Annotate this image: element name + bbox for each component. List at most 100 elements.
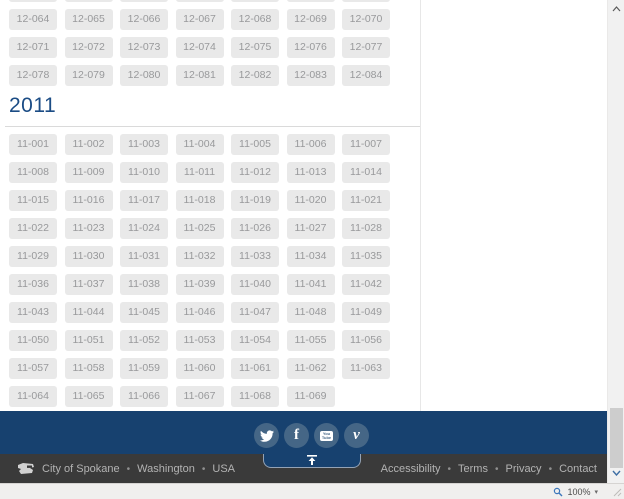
ordinance-button[interactable]: 11-031 [120,246,168,267]
ordinance-button[interactable]: 11-008 [9,162,57,183]
footer-link[interactable]: Accessibility [380,462,441,475]
footer-link[interactable]: Privacy [488,463,542,475]
ordinance-button[interactable]: 11-061 [231,358,279,379]
ordinance-button[interactable]: 11-029 [9,246,57,267]
ordinance-button[interactable]: 11-068 [231,386,279,407]
ordinance-button[interactable]: 11-051 [64,330,113,351]
ordinance-button[interactable]: 11-044 [64,302,113,323]
ordinance-button[interactable]: 11-016 [64,190,113,211]
ordinance-button[interactable]: 11-015 [9,190,57,211]
ordinance-button[interactable]: 11-025 [175,218,224,239]
browser-zoom-control[interactable]: 100% ▾ [553,487,598,497]
ordinance-button-cutoff[interactable] [231,0,279,2]
ordinance-button[interactable]: 11-043 [9,302,57,323]
vimeo-icon[interactable]: v [344,423,369,448]
ordinance-button[interactable]: 12-077 [342,37,390,58]
ordinance-button[interactable]: 12-068 [231,9,279,30]
ordinance-button[interactable]: 12-066 [120,9,168,30]
vertical-scrollbar[interactable] [607,0,624,483]
ordinance-button[interactable]: 11-058 [64,358,113,379]
footer-link[interactable]: Terms [441,463,488,475]
ordinance-button[interactable]: 11-046 [175,302,224,323]
ordinance-button[interactable]: 11-035 [342,246,390,267]
scrollbar-up-arrow[interactable] [608,2,624,16]
ordinance-button[interactable]: 11-009 [64,162,113,183]
ordinance-button[interactable]: 12-067 [175,9,224,30]
ordinance-button[interactable]: 11-037 [64,274,113,295]
back-to-top-button[interactable] [263,454,361,468]
ordinance-button[interactable]: 11-047 [231,302,279,323]
ordinance-button[interactable]: 11-059 [120,358,168,379]
ordinance-button[interactable]: 11-065 [64,386,113,407]
ordinance-button[interactable]: 11-067 [175,386,224,407]
ordinance-button[interactable]: 11-056 [342,330,390,351]
ordinance-button[interactable]: 12-069 [286,9,335,30]
scrollbar-down-arrow[interactable] [608,466,624,480]
ordinance-button[interactable]: 11-038 [120,274,168,295]
ordinance-button[interactable]: 11-042 [342,274,390,295]
ordinance-button-cutoff[interactable] [175,0,224,2]
ordinance-button[interactable]: 11-001 [9,134,57,155]
ordinance-button[interactable]: 11-064 [9,386,57,407]
ordinance-button[interactable]: 11-030 [64,246,113,267]
ordinance-button[interactable]: 11-023 [64,218,113,239]
ordinance-button[interactable]: 12-064 [9,9,57,30]
ordinance-button[interactable]: 11-019 [231,190,279,211]
ordinance-button[interactable]: 11-048 [286,302,335,323]
window-resize-grip[interactable] [613,488,622,497]
twitter-icon[interactable] [254,423,279,448]
ordinance-button[interactable]: 11-069 [286,386,335,407]
footer-link[interactable]: Contact [542,463,597,475]
ordinance-button[interactable]: 11-053 [175,330,224,351]
ordinance-button[interactable]: 11-018 [175,190,224,211]
zoom-dropdown-caret-icon[interactable]: ▾ [594,488,598,496]
ordinance-button[interactable]: 12-065 [64,9,113,30]
ordinance-button[interactable]: 11-060 [175,358,224,379]
ordinance-button[interactable]: 11-066 [120,386,168,407]
ordinance-button[interactable]: 11-055 [286,330,335,351]
ordinance-button[interactable]: 12-079 [64,65,113,86]
ordinance-button[interactable]: 11-007 [342,134,390,155]
ordinance-button[interactable]: 11-021 [342,190,390,211]
ordinance-button[interactable]: 12-071 [9,37,57,58]
ordinance-button[interactable]: 11-013 [286,162,335,183]
ordinance-button[interactable]: 11-014 [342,162,390,183]
ordinance-button-cutoff[interactable] [120,0,168,2]
ordinance-button[interactable]: 11-040 [231,274,279,295]
ordinance-button[interactable]: 12-084 [342,65,390,86]
ordinance-button[interactable]: 11-050 [9,330,57,351]
ordinance-button[interactable]: 12-076 [286,37,335,58]
ordinance-button[interactable]: 12-075 [231,37,279,58]
ordinance-button[interactable]: 11-027 [286,218,335,239]
youtube-icon[interactable]: You Tube [314,423,339,448]
ordinance-button[interactable]: 11-002 [64,134,113,155]
ordinance-button[interactable]: 12-073 [120,37,168,58]
ordinance-button[interactable]: 11-028 [342,218,390,239]
ordinance-button-cutoff[interactable] [342,0,390,2]
ordinance-button[interactable]: 11-062 [286,358,335,379]
ordinance-button[interactable]: 12-080 [120,65,168,86]
ordinance-button[interactable]: 11-010 [120,162,168,183]
ordinance-button[interactable]: 12-083 [286,65,335,86]
ordinance-button[interactable]: 12-082 [231,65,279,86]
ordinance-button-cutoff[interactable] [64,0,113,2]
ordinance-button[interactable]: 11-005 [231,134,279,155]
ordinance-button[interactable]: 12-078 [9,65,57,86]
ordinance-button[interactable]: 11-003 [120,134,168,155]
ordinance-button[interactable]: 11-020 [286,190,335,211]
ordinance-button[interactable]: 12-072 [64,37,113,58]
ordinance-button[interactable]: 11-017 [120,190,168,211]
ordinance-button-cutoff[interactable] [286,0,335,2]
ordinance-button[interactable]: 11-057 [9,358,57,379]
ordinance-button[interactable]: 12-070 [342,9,390,30]
ordinance-button[interactable]: 12-074 [175,37,224,58]
ordinance-button[interactable]: 11-026 [231,218,279,239]
facebook-icon[interactable]: f [284,423,309,448]
ordinance-button[interactable]: 11-004 [175,134,224,155]
ordinance-button[interactable]: 11-054 [231,330,279,351]
ordinance-button[interactable]: 11-033 [231,246,279,267]
ordinance-button[interactable]: 11-049 [342,302,390,323]
ordinance-button[interactable]: 12-081 [175,65,224,86]
ordinance-button-cutoff[interactable] [9,0,57,2]
ordinance-button[interactable]: 11-045 [120,302,168,323]
